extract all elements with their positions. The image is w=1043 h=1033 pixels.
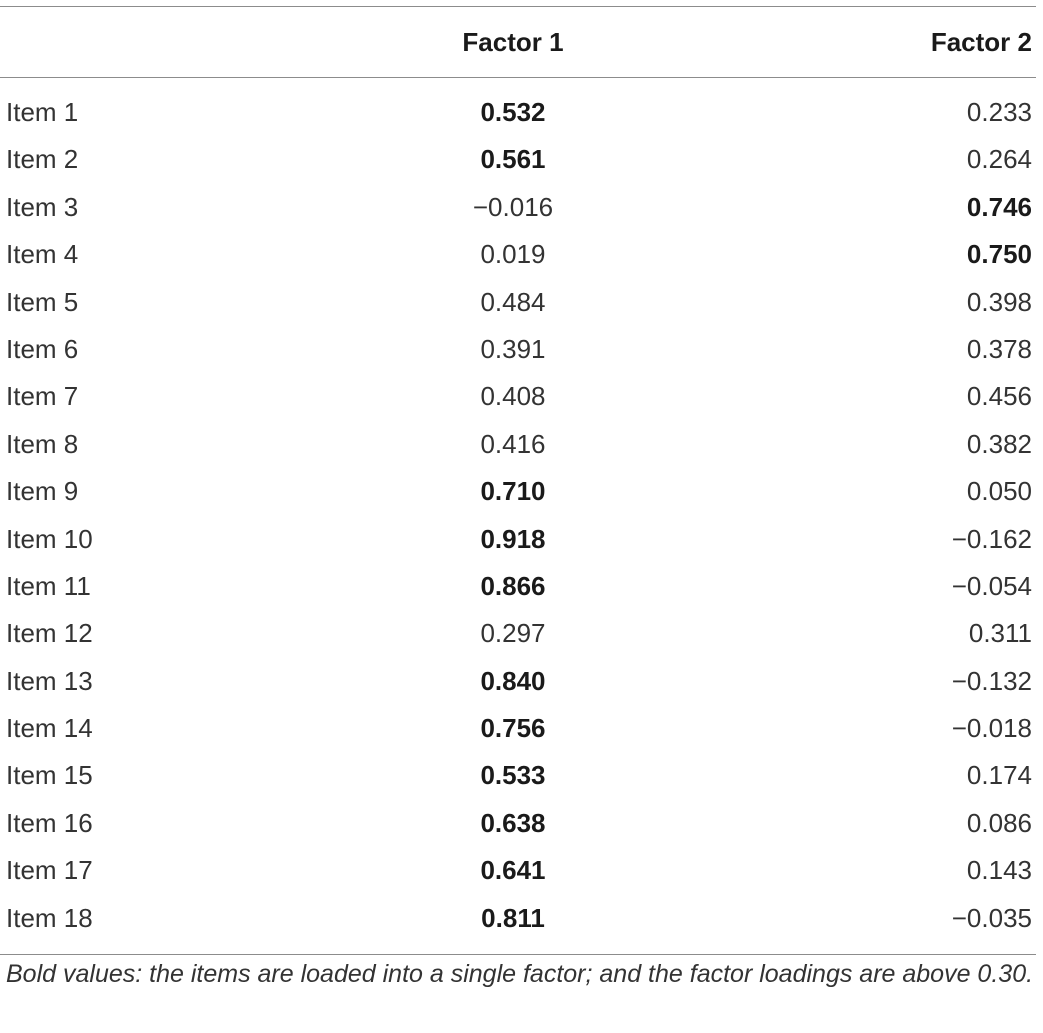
header-factor-2: Factor 2 (930, 27, 1032, 57)
table-row: Item 7 0.408 0.456 (0, 373, 1036, 420)
factor-2-loading: 0.750 (966, 239, 1032, 270)
item-label: Item 1 (6, 97, 79, 127)
table-row: Item 5 0.484 0.398 (0, 279, 1036, 326)
item-label: Item 9 (6, 476, 79, 507)
factor-1-loading: 0.756 (480, 713, 546, 744)
item-label: Item 10 (6, 523, 93, 554)
table-row: Item 4 0.019 0.750 (0, 231, 1036, 278)
table-row: Item 10 0.918 −0.162 (0, 516, 1036, 563)
header-rule (0, 77, 1036, 78)
factor-2-loading: −0.162 (951, 523, 1032, 554)
table-header-row: Factor 1 Factor 2 (0, 7, 1036, 77)
factor-1-loading: 0.297 (480, 618, 546, 649)
table-row: Item 6 0.391 0.378 (0, 326, 1036, 373)
factor-1-loading: 0.484 (480, 286, 546, 317)
bottom-rule (0, 954, 1036, 956)
factor-2-loading: 0.746 (966, 191, 1032, 222)
item-label: Item 15 (6, 760, 93, 791)
item-label: Item 12 (6, 618, 93, 649)
table-row: Item 1 0.532 0.233 (0, 89, 1036, 136)
factor-1-loading: −0.016 (472, 191, 554, 222)
factor-1-loading: 0.532 (480, 97, 546, 127)
factor-2-loading: 0.382 (966, 428, 1032, 459)
item-label: Item 6 (6, 333, 79, 364)
item-label: Item 11 (6, 570, 91, 601)
factor-2-loading: 0.174 (966, 760, 1032, 791)
item-label: Item 13 (6, 665, 93, 696)
factor-1-loading: 0.391 (480, 333, 546, 364)
table-row: Item 16 0.638 0.086 (0, 800, 1036, 847)
factor-loadings-table: Factor 1 Factor 2 Item 1 0.532 0.233 Item 2… (0, 6, 1036, 956)
factor-1-loading: 0.918 (480, 523, 546, 554)
factor-1-loading: 0.638 (480, 807, 546, 838)
table-row: Item 17 0.641 0.143 (0, 847, 1036, 894)
item-label: Item 4 (6, 239, 79, 270)
table-row: Item 3 −0.016 0.746 (0, 184, 1036, 231)
factor-2-loading: 0.233 (966, 97, 1032, 127)
table-row: Item 8 0.416 0.382 (0, 421, 1036, 468)
factor-1-loading: 0.811 (481, 902, 545, 933)
factor-1-loading: 0.840 (480, 665, 546, 696)
factor-1-loading: 0.416 (480, 428, 546, 459)
header-factor-1: Factor 1 (462, 27, 564, 57)
factor-2-loading: 0.264 (966, 144, 1032, 175)
factor-1-loading: 0.561 (480, 144, 546, 175)
table-row: Item 11 0.866 −0.054 (0, 563, 1036, 610)
factor-2-loading: −0.035 (951, 902, 1032, 933)
factor-2-loading: 0.086 (966, 807, 1032, 838)
factor-1-loading: 0.019 (480, 239, 546, 270)
factor-2-loading: −0.054 (951, 570, 1032, 601)
item-label: Item 18 (6, 902, 93, 933)
table-footnote: Bold values: the items are loaded into a… (6, 960, 1034, 988)
table-row: Item 12 0.297 0.311 (0, 610, 1036, 657)
item-label: Item 2 (6, 144, 79, 175)
item-label: Item 3 (6, 191, 79, 222)
factor-1-loading: 0.641 (480, 855, 546, 886)
table-row: Item 18 0.811 −0.035 (0, 895, 1036, 942)
item-label: Item 16 (6, 807, 93, 838)
factor-1-loading: 0.710 (480, 476, 546, 507)
item-label: Item 5 (6, 286, 79, 317)
table-row: Item 9 0.710 0.050 (0, 468, 1036, 515)
item-label: Item 14 (6, 713, 93, 744)
factor-2-loading: 0.143 (966, 855, 1032, 886)
item-label: Item 7 (6, 381, 79, 412)
factor-1-loading: 0.408 (480, 381, 546, 412)
factor-2-loading: 0.050 (966, 476, 1032, 507)
top-rule (0, 6, 1036, 7)
factor-1-loading: 0.866 (480, 570, 546, 601)
table-body: Item 1 0.532 0.233 Item 2 0.561 0.264 Item 3 −0… (0, 78, 1036, 954)
table-row: Item 15 0.533 0.174 (0, 752, 1036, 799)
factor-2-loading: 0.398 (966, 286, 1032, 317)
factor-1-loading: 0.533 (480, 760, 546, 791)
table-row: Item 14 0.756 −0.018 (0, 705, 1036, 752)
factor-2-loading: −0.018 (951, 713, 1032, 744)
table-row: Item 2 0.561 0.264 (0, 136, 1036, 183)
table-row: Item 13 0.840 −0.132 (0, 658, 1036, 705)
factor-2-loading: 0.378 (966, 333, 1032, 364)
factor-2-loading: 0.456 (966, 381, 1032, 412)
item-label: Item 17 (6, 855, 93, 886)
item-label: Item 8 (6, 428, 79, 459)
factor-2-loading: 0.311 (968, 618, 1032, 649)
factor-2-loading: −0.132 (951, 665, 1032, 696)
